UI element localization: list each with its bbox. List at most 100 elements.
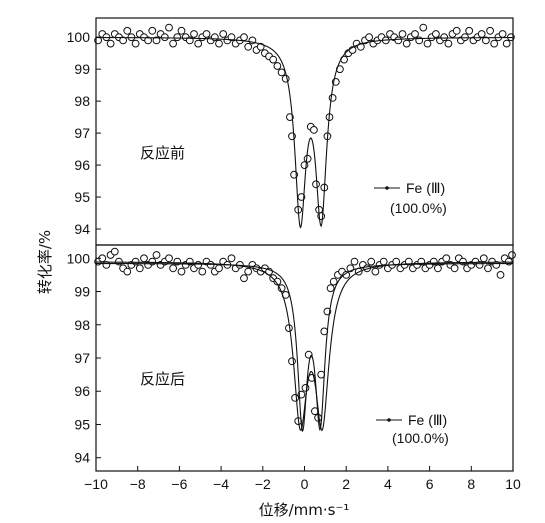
data-point (411, 30, 419, 38)
data-point (177, 26, 186, 35)
y-tick-label: 96 (74, 157, 90, 173)
x-tick-label: 2 (342, 476, 350, 492)
legend-series-name: Fe (Ⅲ) (408, 412, 447, 428)
data-point (194, 39, 203, 48)
data-point (312, 180, 320, 189)
data-point (244, 267, 253, 276)
data-point (419, 23, 428, 32)
legend-percent: (100.0%) (392, 430, 449, 446)
x-tick-label: −2 (255, 476, 271, 492)
data-point (288, 357, 296, 366)
data-point (202, 30, 211, 38)
data-point (169, 264, 178, 273)
data-point (365, 33, 374, 42)
data-point (190, 30, 198, 38)
data-point (342, 271, 351, 279)
x-tick-label: −4 (213, 476, 229, 492)
data-point (452, 26, 461, 35)
data-point (486, 26, 495, 35)
data-point (123, 267, 132, 276)
data-point (194, 261, 203, 269)
data-point (277, 68, 286, 77)
legend-percent: (100.0%) (390, 200, 447, 216)
data-point (244, 42, 253, 51)
data-point (215, 264, 223, 273)
fit-curve (95, 262, 513, 433)
data-point (240, 33, 248, 42)
data-point (110, 247, 119, 256)
data-point (160, 33, 169, 42)
legend-marker (385, 186, 389, 190)
data-point (273, 62, 282, 70)
data-point (379, 257, 388, 266)
panel-after-reaction: 94 95 96 97 98 99 100 反应后 Fe (Ⅲ) (100.0%) (67, 244, 516, 472)
data-point (227, 33, 236, 42)
y-tick-label: 100 (67, 29, 91, 45)
data-point (402, 39, 411, 48)
x-tick-label: −6 (171, 476, 187, 492)
data-point (123, 26, 132, 35)
y-tick-label: 97 (74, 350, 90, 366)
data-point (240, 274, 248, 283)
data-point (328, 94, 337, 102)
data-point (502, 39, 511, 48)
y-tick-label: 98 (74, 93, 90, 109)
data-point (423, 39, 432, 48)
y-tick-label: 98 (74, 317, 90, 333)
data-point (450, 264, 459, 273)
y-tick-label: 97 (74, 125, 90, 141)
x-tick-label: −10 (84, 476, 108, 492)
y-tick-label: 95 (74, 189, 90, 205)
data-point (371, 267, 380, 276)
data-point (135, 264, 144, 273)
x-axis: −10 −8 −6 −4 −2 0 2 4 6 8 10 (84, 466, 521, 492)
data-point (477, 30, 486, 38)
data-point (291, 394, 300, 402)
y-tick-label: 95 (74, 416, 90, 432)
panel-after-y-axis: 94 95 96 97 98 99 100 (67, 250, 101, 466)
data-point (169, 39, 178, 48)
data-point (496, 271, 505, 279)
data-point (210, 33, 219, 42)
data-point (303, 154, 312, 163)
fit-curve (96, 36, 514, 229)
data-point (440, 33, 449, 42)
data-point (152, 36, 161, 45)
data-point (119, 36, 127, 45)
data-point (442, 254, 451, 263)
data-point (482, 36, 490, 45)
data-point (300, 161, 309, 170)
data-point (498, 30, 507, 38)
data-point (177, 267, 186, 276)
data-point (144, 36, 153, 45)
data-point (304, 350, 313, 359)
panel-after-fit-curve (95, 261, 514, 433)
data-point (398, 30, 407, 38)
panel-after-legend: Fe (Ⅲ) (100.0%) (376, 412, 449, 446)
x-tick-label: 4 (384, 476, 392, 492)
data-point (152, 251, 161, 259)
panel-before-y-axis: 94 95 96 97 98 99 100 (67, 29, 101, 237)
x-tick-label: 6 (426, 476, 434, 492)
y-tick-label: 96 (74, 383, 90, 399)
data-point (490, 39, 499, 48)
data-point (432, 30, 440, 38)
data-point (215, 39, 223, 48)
data-point (269, 55, 278, 64)
data-point (227, 254, 236, 263)
data-point (461, 33, 469, 42)
x-axis-label: 位移/mm·s⁻¹ (259, 501, 350, 519)
data-point (444, 39, 453, 48)
data-point (479, 254, 488, 263)
data-point (329, 277, 338, 286)
data-point (140, 254, 148, 263)
fit-curve (96, 261, 514, 432)
data-point (106, 39, 115, 48)
data-point (165, 254, 173, 263)
data-point (173, 33, 182, 42)
y-tick-label: 94 (74, 450, 90, 466)
panel-after-label: 反应后 (140, 370, 185, 388)
y-axis-label: 转化率/% (36, 230, 54, 294)
data-point (350, 257, 359, 266)
